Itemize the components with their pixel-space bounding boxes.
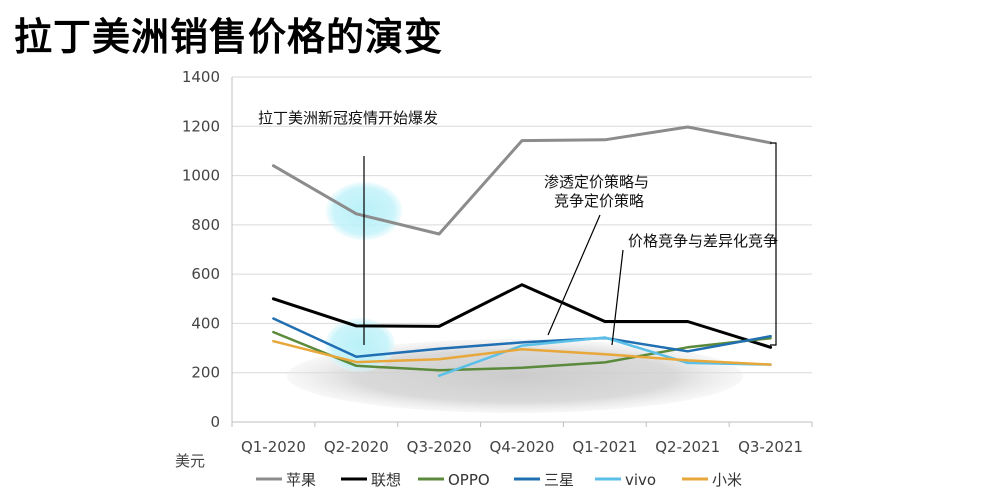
- x-tick-label: Q3-2020: [407, 438, 472, 456]
- slide-title: 拉丁美洲销售价格的演变: [14, 15, 444, 59]
- legend-label-1: 联想: [371, 471, 401, 489]
- x-tick-label: Q2-2020: [324, 438, 389, 456]
- annotation-competition-connector: [611, 249, 624, 346]
- x-tick-label: Q3-2021: [738, 438, 803, 456]
- series-line-3: [272, 317, 772, 358]
- series-line-2: [272, 330, 772, 372]
- annotation-pricing-line: [547, 214, 601, 336]
- y-tick-label: 600: [191, 265, 220, 283]
- x-tick-label: Q4-2020: [490, 438, 555, 456]
- series-line-1: [271, 283, 773, 349]
- y-tick-label: 800: [191, 216, 220, 234]
- y-tick-label: 1400: [182, 68, 220, 86]
- legend-label-4: vivo: [625, 471, 656, 489]
- annotation-competition: 价格竞争与差异化竞争: [628, 232, 778, 250]
- series-line-4: [437, 336, 772, 377]
- y-tick-label: 1000: [182, 167, 220, 185]
- x-tick-label: Q2-2021: [655, 438, 720, 456]
- annotation-competition-bracket: [770, 142, 777, 346]
- y-tick-label: 200: [191, 364, 220, 382]
- x-tick-label: Q1-2021: [572, 438, 637, 456]
- series-line-5: [272, 339, 772, 366]
- x-tick-label: Q1-2020: [241, 438, 306, 456]
- series-line-0: [271, 125, 773, 236]
- y-tick-label: 0: [210, 413, 220, 431]
- annotation-covid: 拉丁美洲新冠疫情开始爆发: [258, 109, 438, 127]
- annotation-pricing-line2: 竞争定价策略: [554, 192, 644, 210]
- y-tick-label: 1200: [182, 117, 220, 135]
- annotation-pricing-line1: 渗透定价策略与: [544, 173, 649, 191]
- legend-label-2: OPPO: [448, 471, 490, 489]
- legend-label-0: 苹果: [286, 471, 316, 489]
- y-tick-label: 400: [191, 314, 220, 332]
- legend-label-5: 小米: [712, 471, 742, 489]
- legend-label-3: 三星: [544, 471, 574, 489]
- y-axis-unit-label: 美元: [175, 452, 205, 470]
